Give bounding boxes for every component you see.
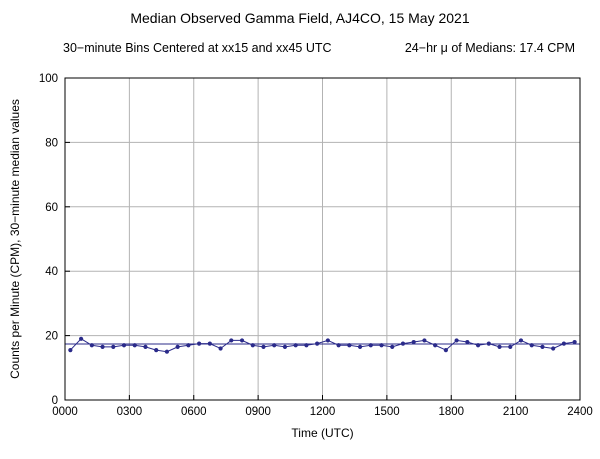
data-point: [89, 343, 94, 348]
chart-subtitle: 30−minute Bins Centered at xx15 and xx45…: [63, 41, 575, 55]
data-point: [529, 343, 534, 348]
x-tick-label: 2100: [503, 406, 529, 418]
chart-title: Median Observed Gamma Field, AJ4CO, 15 M…: [130, 10, 470, 26]
data-point: [454, 338, 459, 343]
x-tick-label: 1800: [438, 406, 464, 418]
data-point: [121, 343, 127, 348]
data-point: [551, 346, 556, 351]
data-point: [143, 344, 148, 349]
data-point: [422, 338, 427, 343]
data-point: [293, 343, 298, 348]
data-point: [186, 343, 191, 348]
data-point: [315, 341, 320, 346]
data-point: [164, 349, 170, 354]
data-point: [207, 341, 212, 346]
data-point: [218, 346, 223, 351]
data-point: [400, 341, 406, 346]
data-point: [443, 347, 448, 353]
data-point: [465, 339, 470, 345]
x-tick-label: 2400: [567, 406, 593, 418]
y-tick-label: 80: [45, 137, 58, 149]
x-tick-label: 0900: [245, 406, 271, 418]
data-point: [304, 343, 309, 348]
subtitle-bins-text: 30−minute Bins Centered at xx15 and xx45…: [63, 41, 332, 55]
y-tick-label: 100: [39, 73, 58, 85]
y-tick-label: 60: [45, 202, 58, 214]
data-point: [154, 347, 159, 353]
data-point: [486, 341, 491, 346]
y-tick-label: 0: [52, 395, 58, 407]
data-point: [540, 344, 545, 349]
data-point: [390, 344, 395, 349]
data-point: [518, 338, 524, 343]
data-point: [282, 344, 288, 349]
data-point: [433, 343, 438, 348]
data-point: [572, 339, 577, 345]
data-point: [508, 344, 513, 349]
x-tick-label: 0000: [52, 406, 78, 418]
data-point: [336, 343, 341, 348]
data-point: [111, 344, 116, 349]
x-tick-label: 1200: [310, 406, 336, 418]
x-tick-label: 1500: [374, 406, 400, 418]
data-point: [475, 343, 481, 348]
data-point: [411, 339, 416, 345]
y-axis-title: Counts per Minute (CPM), 30−minute media…: [8, 99, 22, 379]
data-point: [379, 343, 384, 348]
subtitle-mean-text: 24−hr μ of Medians: 17.4 CPM: [404, 41, 575, 55]
data-point: [261, 344, 266, 349]
data-point: [561, 341, 567, 346]
data-point: [229, 338, 234, 343]
data-point: [325, 338, 330, 343]
data-point: [250, 343, 255, 348]
y-tick-label: 40: [45, 266, 58, 278]
data-point: [197, 341, 202, 346]
x-axis-title: Time (UTC): [291, 426, 353, 440]
data-point: [78, 336, 84, 341]
y-tick-label: 20: [45, 331, 58, 343]
data-point: [132, 343, 137, 348]
data-point: [357, 344, 363, 349]
x-tick-label: 0600: [181, 406, 207, 418]
data-point: [272, 343, 277, 348]
data-point: [100, 344, 105, 349]
data-point: [68, 347, 73, 353]
data-point: [175, 344, 180, 349]
data-point: [239, 338, 245, 343]
data-point: [347, 343, 352, 348]
x-tick-label: 0300: [117, 406, 143, 418]
data-point: [368, 343, 373, 348]
data-point: [497, 344, 502, 349]
